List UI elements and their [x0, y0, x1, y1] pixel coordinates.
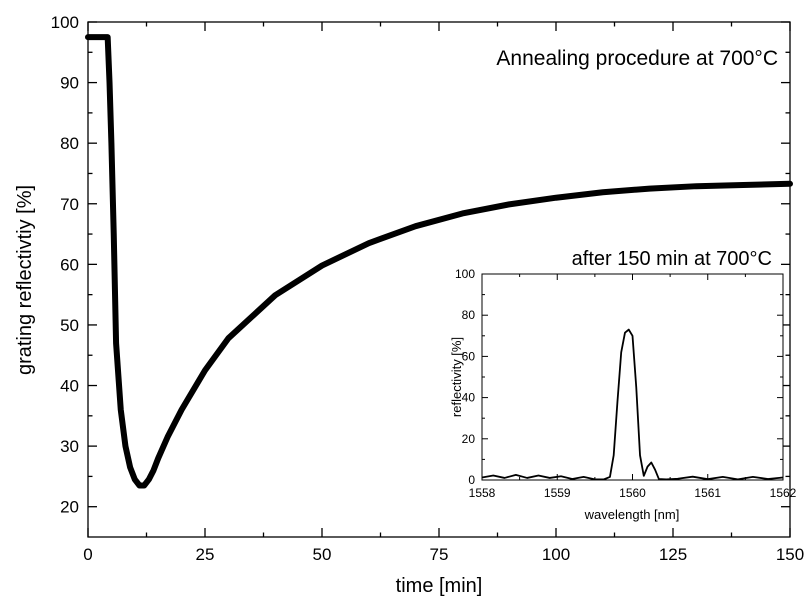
inset-x-tick-label: 1559: [544, 486, 571, 500]
inset-y-tick-label: 0: [468, 473, 475, 487]
main-y-tick-label: 60: [60, 255, 79, 274]
inset-background: [482, 274, 783, 480]
main-tick-labels: 0 25 50 75 100 125 150 20 30 40 50 60 70 80 90 100: [51, 13, 805, 564]
inset-y-axis-title: reflectivity [%]: [449, 337, 464, 417]
main-y-tick-label: 80: [60, 134, 79, 153]
main-ticks: [87, 21, 791, 537]
inset-x-tick-label: 1560: [619, 486, 646, 500]
inset-series-line: [481, 328, 784, 481]
main-y-tick-label: 20: [60, 498, 79, 517]
main-y-tick-label: 40: [60, 377, 79, 396]
inset-title: after 150 min at 700°C: [572, 248, 772, 270]
main-y-axis-title: grating reflectivtiy [%]: [14, 185, 36, 375]
inset-x-axis-title: wavelength [nm]: [584, 507, 680, 522]
main-series-line: [85, 34, 793, 489]
inset-y-tick-label: 40: [462, 391, 476, 405]
inset-y-tick-label: 100: [455, 267, 475, 281]
inset-tick-labels: 1558 1559 1560 1561 1562 0 20 40 60 80 100: [455, 267, 797, 500]
main-x-tick-label: 0: [83, 545, 92, 564]
main-y-tick-label: 70: [60, 195, 79, 214]
main-y-tick-label: 90: [60, 74, 79, 93]
main-y-tick-label: 100: [51, 13, 79, 32]
inset-y-tick-label: 80: [462, 308, 476, 322]
main-x-tick-label: 125: [659, 545, 687, 564]
main-x-tick-label: 75: [430, 545, 449, 564]
inset-ticks: [481, 273, 784, 481]
main-annotation: Annealing procedure at 700°C: [496, 47, 778, 70]
main-x-tick-label: 150: [776, 545, 804, 564]
main-x-tick-label: 100: [542, 545, 570, 564]
inset-x-tick-label: 1561: [694, 486, 721, 500]
inset-x-tick-label: 1558: [469, 486, 496, 500]
inset-chart: 1558 1559 1560 1561 1562 0 20 40 60 80 100 after 1…: [449, 248, 797, 522]
inset-y-tick-label: 20: [462, 432, 476, 446]
main-x-axis-title: time [min]: [396, 575, 483, 597]
inset-y-tick-label: 60: [462, 349, 476, 363]
main-x-tick-label: 50: [313, 545, 332, 564]
main-x-tick-label: 25: [196, 545, 215, 564]
main-y-tick-label: 50: [60, 316, 79, 335]
inset-x-tick-label: 1562: [770, 486, 797, 500]
main-y-tick-label: 30: [60, 437, 79, 456]
main-chart: 0 25 50 75 100 125 150 20 30 40 50 60 70 80 90 100 Anne…: [14, 13, 804, 597]
